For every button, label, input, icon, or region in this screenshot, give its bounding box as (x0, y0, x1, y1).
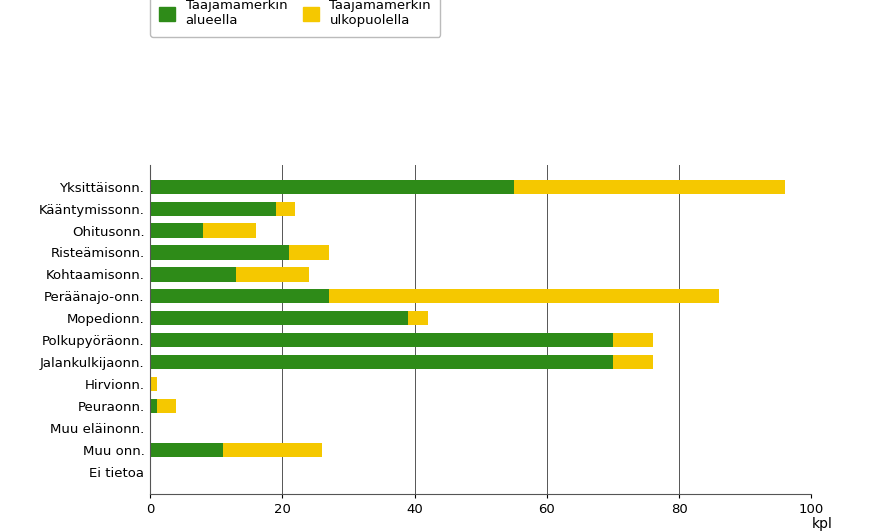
Bar (150, 399, 157, 413)
Bar (150, 443, 222, 457)
Bar (157, 399, 176, 413)
Bar (150, 355, 613, 369)
Bar (222, 443, 322, 457)
Bar (150, 289, 329, 303)
Bar (407, 311, 428, 326)
Bar (150, 245, 289, 260)
Legend: Taajamamerkin
alueella, Taajamamerkin
ulkopuolella: Taajamamerkin alueella, Taajamamerkin ul… (150, 0, 440, 37)
Bar (275, 201, 295, 216)
Bar (613, 355, 653, 369)
Bar (150, 311, 407, 326)
Bar (203, 224, 256, 238)
Text: kpl: kpl (811, 517, 833, 531)
Bar (236, 267, 309, 281)
Bar (150, 179, 513, 194)
Bar (513, 179, 785, 194)
Bar (613, 333, 653, 347)
Bar (289, 245, 329, 260)
Bar (329, 289, 719, 303)
Bar (150, 333, 613, 347)
Bar (150, 267, 236, 281)
Bar (150, 377, 157, 391)
Bar (150, 201, 275, 216)
Bar (150, 224, 203, 238)
